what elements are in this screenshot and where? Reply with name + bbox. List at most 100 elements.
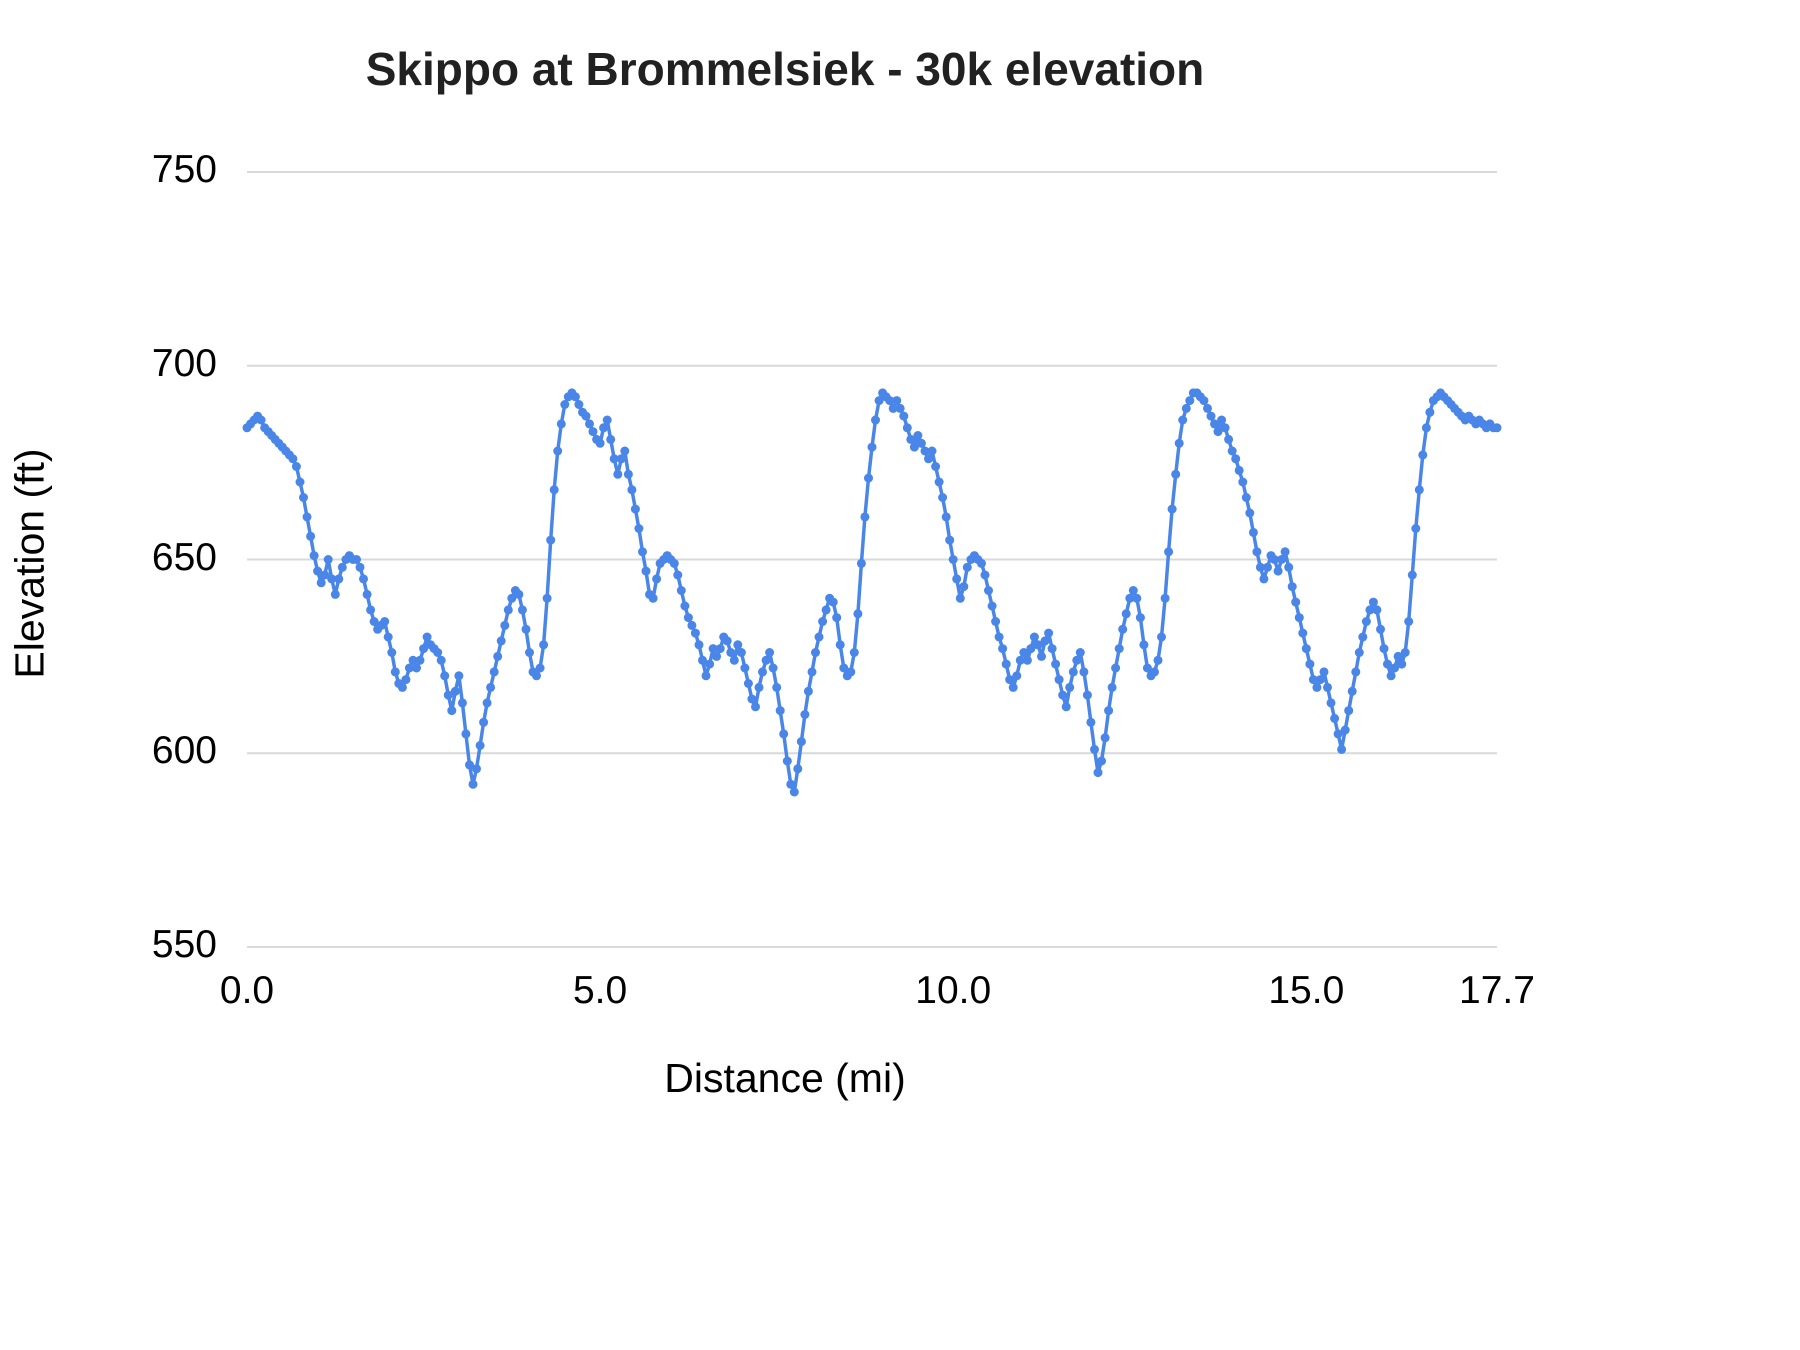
data-point: [323, 555, 333, 564]
data-point: [440, 671, 450, 681]
data-point: [789, 787, 799, 797]
data-point: [680, 601, 690, 611]
elevation-line: [245, 391, 1499, 794]
data-point: [1319, 667, 1329, 677]
y-tick-label: 750: [151, 148, 217, 191]
x-tick-label: 10.0: [915, 969, 992, 1012]
data-point: [931, 462, 941, 471]
data-point: [920, 446, 930, 456]
data-point: [1383, 659, 1392, 669]
data-point: [362, 589, 372, 599]
data-point: [1001, 659, 1011, 669]
data-point: [952, 574, 962, 584]
data-point: [1407, 570, 1417, 580]
data-point: [712, 651, 722, 661]
data-point: [885, 396, 895, 406]
data-point: [751, 702, 760, 712]
data-point: [705, 659, 715, 669]
data-point: [1097, 756, 1106, 766]
data-point: [690, 628, 700, 638]
data-point: [454, 671, 464, 681]
data-point: [793, 764, 803, 774]
data-point: [1234, 465, 1244, 475]
data-point: [1308, 675, 1318, 685]
data-point: [1217, 415, 1227, 425]
data-point: [669, 558, 679, 568]
data-point: [775, 706, 785, 716]
data-point: [1361, 617, 1371, 626]
data-point: [1072, 655, 1082, 665]
data-point: [1118, 624, 1128, 634]
data-point: [553, 446, 563, 456]
data-point: [334, 574, 344, 584]
data-point: [676, 586, 686, 595]
data-point: [1305, 659, 1315, 669]
data-point: [1386, 671, 1396, 681]
data-point: [945, 535, 955, 545]
data-point: [1065, 682, 1075, 692]
data-point: [606, 434, 616, 444]
data-point: [871, 415, 880, 425]
data-point: [1167, 504, 1177, 514]
data-point: [1231, 454, 1241, 464]
data-point: [489, 667, 499, 677]
data-point: [1210, 419, 1219, 429]
data-point: [1206, 411, 1216, 421]
x-axis-label: Distance (mi): [664, 1055, 906, 1101]
data-point: [1347, 686, 1357, 696]
data-point: [1213, 427, 1223, 437]
data-point: [1005, 675, 1015, 685]
data-point: [1323, 682, 1332, 692]
data-point: [570, 392, 580, 402]
data-point: [1340, 725, 1350, 735]
data-point: [860, 512, 870, 522]
data-point: [1397, 659, 1407, 669]
data-point: [316, 578, 326, 588]
data-point: [616, 454, 626, 464]
data-point: [1344, 706, 1354, 716]
data-point: [387, 648, 397, 657]
data-point: [1287, 582, 1297, 592]
data-point: [549, 485, 559, 495]
data-point: [747, 694, 757, 704]
data-point: [740, 663, 750, 673]
data-point: [1379, 644, 1389, 654]
data-point: [1245, 508, 1255, 518]
data-point: [1421, 423, 1431, 433]
data-point: [1125, 593, 1135, 603]
data-point: [892, 396, 902, 406]
data-point: [701, 671, 711, 681]
data-point: [1142, 663, 1152, 673]
data-point: [1291, 597, 1301, 607]
data-point: [1044, 628, 1054, 638]
data-point: [1029, 632, 1039, 642]
data-point: [856, 558, 866, 568]
data-point: [1273, 566, 1283, 576]
data-point: [853, 609, 863, 619]
data-point: [397, 682, 407, 692]
data-point: [1114, 644, 1124, 654]
data-point: [1400, 648, 1410, 657]
data-point: [1404, 617, 1414, 626]
data-point: [581, 411, 591, 421]
data-point: [542, 593, 552, 603]
data-point: [525, 648, 534, 657]
data-point: [419, 644, 429, 654]
data-point: [1280, 547, 1290, 557]
data-point: [888, 403, 898, 413]
data-point: [1284, 562, 1294, 572]
data-point: [1354, 648, 1364, 657]
data-point: [1390, 663, 1400, 673]
data-point: [673, 570, 683, 580]
x-tick-label: 15.0: [1268, 969, 1345, 1012]
data-point: [408, 655, 418, 665]
data-point: [786, 779, 796, 789]
data-point: [359, 574, 368, 584]
data-point: [768, 663, 778, 673]
data-point: [1277, 555, 1287, 564]
data-point: [1351, 667, 1361, 677]
data-point: [729, 655, 739, 665]
data-point: [320, 570, 330, 580]
data-point: [1181, 403, 1191, 413]
data-point: [355, 562, 365, 572]
